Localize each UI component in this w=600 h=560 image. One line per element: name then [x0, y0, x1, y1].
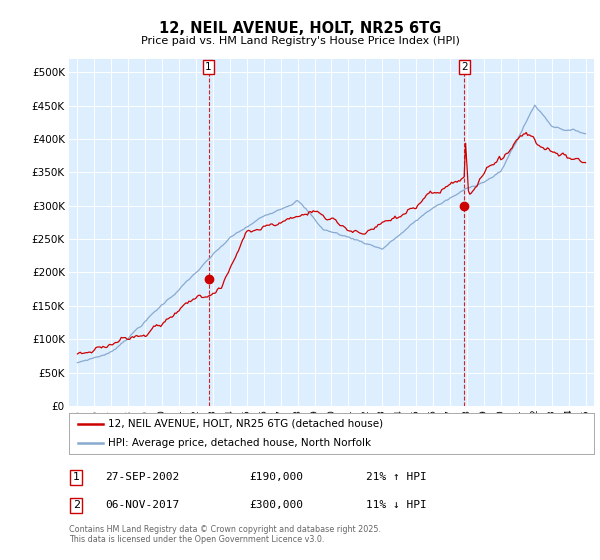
Text: 21% ↑ HPI: 21% ↑ HPI [366, 472, 427, 482]
Text: 1: 1 [73, 472, 80, 482]
Text: Contains HM Land Registry data © Crown copyright and database right 2025.
This d: Contains HM Land Registry data © Crown c… [69, 525, 381, 544]
Text: 2: 2 [461, 62, 468, 72]
Text: 12, NEIL AVENUE, HOLT, NR25 6TG (detached house): 12, NEIL AVENUE, HOLT, NR25 6TG (detache… [109, 419, 383, 429]
Text: 1: 1 [205, 62, 212, 72]
Text: 11% ↓ HPI: 11% ↓ HPI [366, 500, 427, 510]
Text: Price paid vs. HM Land Registry's House Price Index (HPI): Price paid vs. HM Land Registry's House … [140, 36, 460, 46]
Text: 27-SEP-2002: 27-SEP-2002 [105, 472, 179, 482]
Text: 12, NEIL AVENUE, HOLT, NR25 6TG: 12, NEIL AVENUE, HOLT, NR25 6TG [159, 21, 441, 36]
Text: 06-NOV-2017: 06-NOV-2017 [105, 500, 179, 510]
Text: 2: 2 [73, 500, 80, 510]
Text: £300,000: £300,000 [249, 500, 303, 510]
Text: HPI: Average price, detached house, North Norfolk: HPI: Average price, detached house, Nort… [109, 437, 371, 447]
Text: £190,000: £190,000 [249, 472, 303, 482]
